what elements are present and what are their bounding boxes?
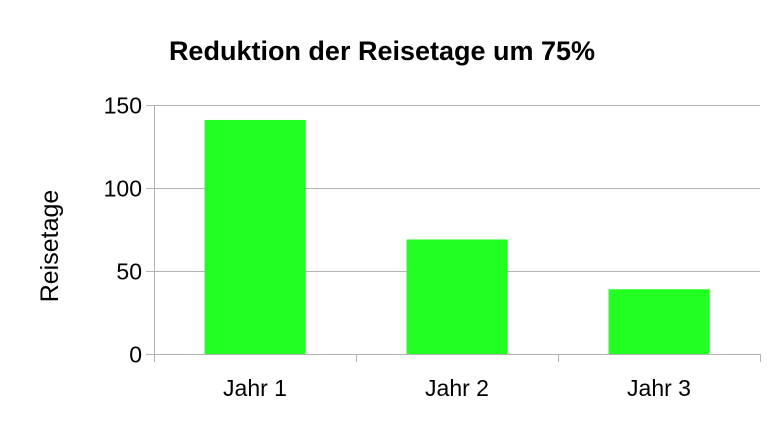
bars <box>204 119 710 354</box>
y-tick-labels: 0 50 100 150 <box>104 93 142 368</box>
chart-title: Reduktion der Reisetage um 75% <box>169 36 595 66</box>
bar-3 <box>608 289 710 354</box>
bar-1 <box>204 119 306 354</box>
x-category-label: Jahr 3 <box>627 375 691 401</box>
x-category-label: Jahr 1 <box>223 375 287 401</box>
y-tick-label: 100 <box>104 176 142 202</box>
x-category-labels: Jahr 1 Jahr 2 Jahr 3 <box>223 375 691 401</box>
x-category-label: Jahr 2 <box>425 375 489 401</box>
y-tick-label: 150 <box>104 93 142 119</box>
y-tick-label: 0 <box>129 342 142 368</box>
axes <box>146 105 761 362</box>
bar-2 <box>406 239 508 354</box>
y-tick-label: 50 <box>116 259 142 285</box>
y-axis-title: Reisetage <box>36 190 64 303</box>
